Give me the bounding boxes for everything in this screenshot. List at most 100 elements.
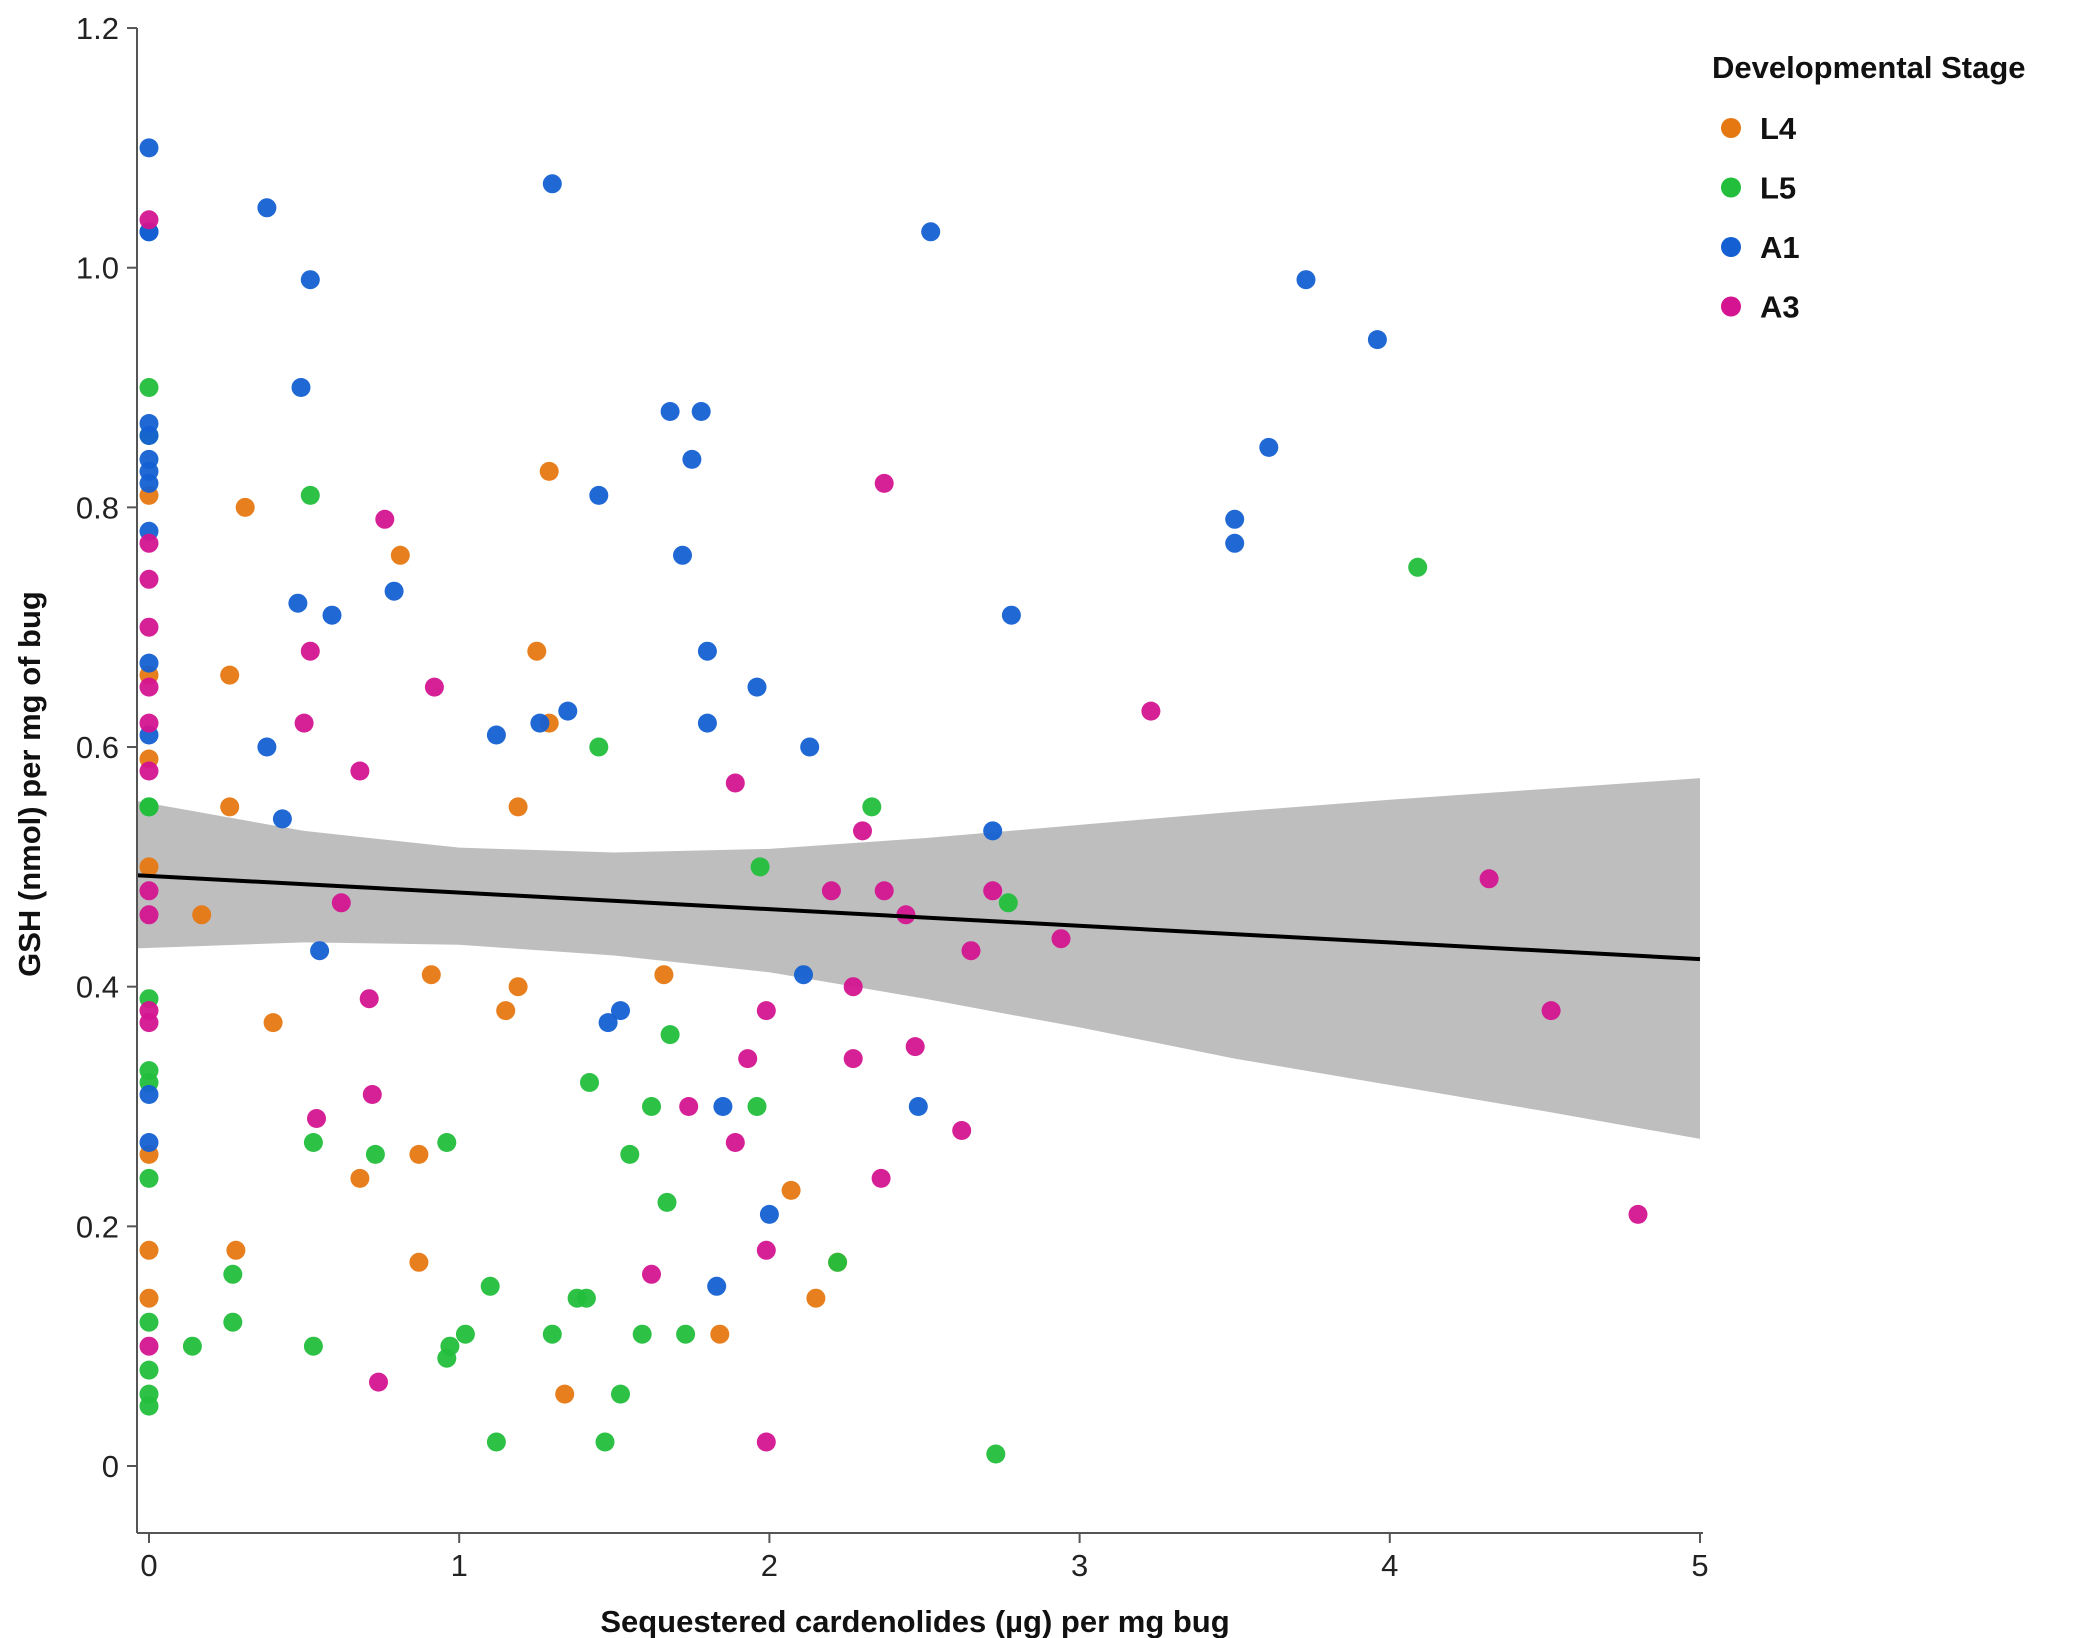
data-point-a1 <box>530 713 550 733</box>
data-point-a3 <box>1051 929 1071 949</box>
data-point-l5 <box>828 1252 848 1272</box>
data-point-a3 <box>725 1133 745 1152</box>
legend-label-a1: A1 <box>1760 230 1800 265</box>
data-point-a1 <box>697 641 717 661</box>
data-point-a3 <box>294 713 314 733</box>
data-point-a1 <box>139 138 159 158</box>
confidence-band-layer <box>136 778 1700 1139</box>
data-point-l5 <box>440 1336 460 1356</box>
data-point-a3 <box>369 1372 388 1392</box>
y-tick-label: 0.8 <box>76 490 119 525</box>
data-point-a3 <box>871 1168 891 1188</box>
data-point-a1 <box>800 737 820 757</box>
data-point-a1 <box>611 1001 630 1021</box>
data-point-l4 <box>527 641 547 661</box>
y-axis-title: GSH (nmol) per mg of bug <box>12 591 47 977</box>
data-point-l4 <box>539 461 559 481</box>
legend-title: Developmental Stage <box>1712 50 2026 85</box>
data-point-l5 <box>542 1324 562 1344</box>
y-tick-label: 0.4 <box>76 970 119 1005</box>
data-point-l5 <box>480 1276 500 1296</box>
data-point-a1 <box>759 1204 779 1224</box>
data-point-l4 <box>508 797 528 817</box>
y-tick-label: 1.0 <box>76 251 119 286</box>
data-point-a1 <box>486 725 506 745</box>
data-point-a1 <box>322 605 342 625</box>
legend-marker-a3 <box>1721 296 1741 317</box>
data-point-l5 <box>139 1396 159 1416</box>
data-point-a3 <box>983 881 1003 901</box>
data-point-a1 <box>139 653 159 673</box>
data-point-a3 <box>139 210 159 230</box>
data-point-a1 <box>697 713 717 733</box>
data-point-a1 <box>257 198 277 218</box>
data-point-a1 <box>589 485 609 505</box>
data-point-l5 <box>576 1288 596 1308</box>
data-point-a1 <box>1367 330 1387 350</box>
data-point-l5 <box>986 1444 1006 1464</box>
data-point-a3 <box>139 1013 159 1033</box>
data-point-l5 <box>139 1168 159 1188</box>
data-point-a3 <box>843 1049 863 1069</box>
data-point-a3 <box>725 773 745 793</box>
data-point-l4 <box>710 1324 730 1344</box>
data-point-l5 <box>611 1384 630 1404</box>
data-point-l5 <box>998 893 1018 913</box>
y-tick-label: 0 <box>102 1449 119 1484</box>
data-point-l4 <box>654 965 674 985</box>
data-point-l5 <box>580 1073 599 1092</box>
data-point-a1 <box>794 965 813 985</box>
y-tick-label: 0.2 <box>76 1209 119 1244</box>
data-point-a1 <box>713 1097 733 1116</box>
data-point-a3 <box>1141 701 1161 721</box>
data-point-l5 <box>486 1432 506 1452</box>
data-point-l4 <box>781 1180 801 1200</box>
data-point-l5 <box>223 1312 243 1332</box>
data-point-a3 <box>139 905 159 925</box>
data-point-l5 <box>139 378 159 397</box>
data-point-a3 <box>756 1432 776 1452</box>
data-point-a1 <box>542 174 562 194</box>
x-tick-label: 4 <box>1381 1548 1398 1583</box>
data-point-a3 <box>331 893 351 913</box>
data-point-a3 <box>642 1264 661 1284</box>
data-point-a3 <box>853 821 872 841</box>
data-point-a1 <box>673 545 692 565</box>
data-point-a3 <box>359 989 379 1009</box>
legend-label-a3: A3 <box>1760 290 1800 325</box>
data-point-l5 <box>365 1144 385 1164</box>
data-point-a1 <box>291 378 311 397</box>
x-tick-label: 5 <box>1691 1548 1708 1583</box>
data-point-l5 <box>747 1097 767 1116</box>
data-points-layer <box>139 138 1648 1464</box>
data-point-l4 <box>508 977 528 997</box>
data-point-l4 <box>139 1288 159 1308</box>
data-point-l5 <box>437 1133 457 1152</box>
data-point-a3 <box>1541 1001 1561 1021</box>
data-point-a3 <box>139 569 159 589</box>
data-point-l5 <box>676 1324 696 1344</box>
data-point-l4 <box>350 1168 370 1188</box>
data-point-a3 <box>375 509 395 529</box>
data-point-a3 <box>139 713 159 733</box>
data-point-a1 <box>908 1097 928 1116</box>
data-point-a3 <box>952 1121 972 1140</box>
legend-marker-l4 <box>1721 118 1741 138</box>
data-point-a1 <box>300 270 320 290</box>
data-point-a1 <box>384 581 404 601</box>
x-axis-title: Sequestered cardenolides (µg) per mg bug <box>600 1604 1229 1638</box>
data-point-a3 <box>843 977 863 997</box>
data-point-a1 <box>1296 270 1316 290</box>
data-point-l4 <box>409 1144 429 1164</box>
data-point-a3 <box>679 1097 699 1116</box>
data-point-l5 <box>595 1432 615 1452</box>
data-point-l5 <box>657 1192 677 1212</box>
x-tick-label: 1 <box>451 1548 468 1583</box>
confidence-band <box>136 778 1700 1139</box>
data-point-a3 <box>300 641 320 661</box>
data-point-a3 <box>738 1049 758 1069</box>
data-point-l4 <box>555 1384 575 1404</box>
data-point-l4 <box>226 1240 246 1260</box>
data-point-l5 <box>642 1097 661 1116</box>
data-point-a3 <box>756 1240 776 1260</box>
